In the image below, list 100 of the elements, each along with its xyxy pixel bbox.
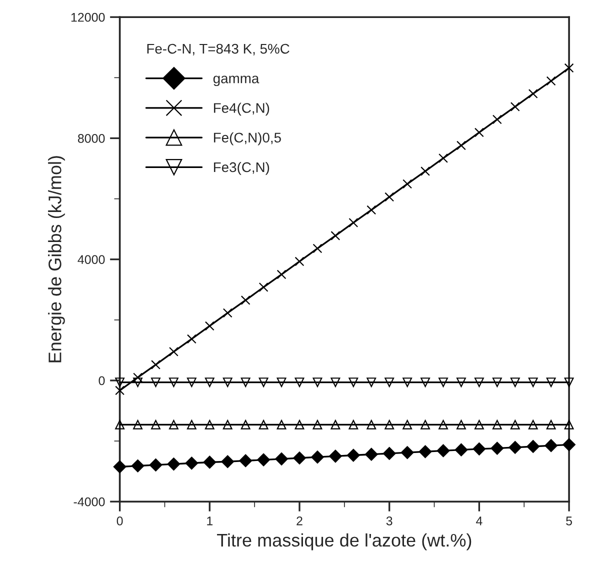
x-tick-label: 2 [296, 516, 302, 526]
point [348, 378, 358, 388]
point [276, 420, 286, 430]
point [133, 420, 142, 430]
y-tick-label: 8000 [78, 134, 105, 143]
point [131, 459, 144, 472]
point [186, 334, 196, 344]
x-tick-label: 3 [386, 516, 392, 526]
legend-label: Fe3(C,N) [214, 162, 270, 175]
y-tick-label: 12000 [71, 12, 105, 22]
point [312, 244, 322, 254]
point [546, 76, 556, 86]
point [402, 378, 412, 388]
point [564, 63, 574, 73]
point [564, 378, 574, 388]
point [115, 420, 125, 430]
point [366, 420, 376, 430]
point [474, 420, 484, 430]
legend-title: Fe-C-N, T=843 K, 5%C [147, 44, 290, 56]
point [402, 420, 412, 430]
point [330, 231, 340, 240]
point [564, 420, 574, 430]
point [384, 192, 394, 202]
point [186, 378, 196, 388]
point [151, 360, 160, 370]
point [348, 218, 358, 228]
point [346, 448, 360, 462]
point [221, 455, 234, 468]
point [492, 378, 502, 388]
point [275, 452, 288, 466]
x-tick-label: 4 [476, 516, 482, 526]
point [492, 114, 502, 124]
point [294, 378, 304, 388]
point [113, 460, 126, 474]
point [115, 386, 125, 396]
point [438, 420, 448, 430]
point [366, 378, 376, 388]
point [420, 420, 430, 430]
point [257, 453, 270, 466]
point [490, 442, 504, 455]
x-tick-label: 1 [207, 516, 213, 526]
point [204, 420, 214, 430]
y-axis-title: Energie de Gibbs (kJ/mol) [48, 156, 65, 362]
point [472, 442, 486, 456]
point [474, 128, 484, 138]
x-tick-label: 5 [566, 516, 572, 526]
point [239, 454, 252, 468]
point [167, 458, 180, 470]
point [546, 378, 556, 388]
point [384, 420, 394, 430]
point [240, 378, 250, 388]
point [544, 439, 558, 452]
point [185, 456, 198, 470]
x-tick-label: 0 [116, 516, 123, 526]
point [436, 444, 450, 458]
y-tick-label: 4000 [78, 255, 105, 264]
point [456, 420, 466, 430]
point [312, 420, 322, 430]
point [186, 420, 196, 430]
point [438, 153, 448, 163]
point [276, 378, 286, 388]
point [276, 270, 286, 280]
point [328, 450, 342, 463]
point [204, 321, 214, 331]
point [510, 102, 520, 112]
point [330, 378, 340, 388]
point [258, 420, 268, 430]
point [400, 446, 414, 459]
legend-label: gamma [213, 76, 260, 86]
legend-label: Fe4(C,N) [214, 102, 270, 116]
point [133, 378, 142, 388]
point [330, 420, 340, 430]
point [168, 346, 178, 356]
point [456, 140, 466, 150]
legend-label: Fe(C,N)0,5 [214, 132, 281, 146]
point [402, 179, 412, 189]
point [203, 456, 216, 469]
point [420, 166, 430, 176]
point [474, 378, 484, 388]
point [510, 378, 520, 388]
point [293, 452, 306, 464]
point [348, 420, 358, 430]
point [510, 420, 520, 430]
point [418, 445, 432, 458]
point [526, 440, 540, 453]
point [366, 205, 376, 215]
point [294, 420, 304, 430]
point [168, 420, 178, 430]
point [149, 458, 162, 472]
point [240, 296, 250, 305]
point [168, 378, 178, 388]
point [420, 378, 430, 388]
point [222, 420, 232, 430]
point [204, 378, 214, 388]
y-tick-label: 0 [98, 376, 105, 386]
point [258, 378, 268, 388]
point [258, 282, 268, 292]
point [438, 378, 448, 388]
point [546, 420, 556, 430]
point [384, 378, 394, 388]
